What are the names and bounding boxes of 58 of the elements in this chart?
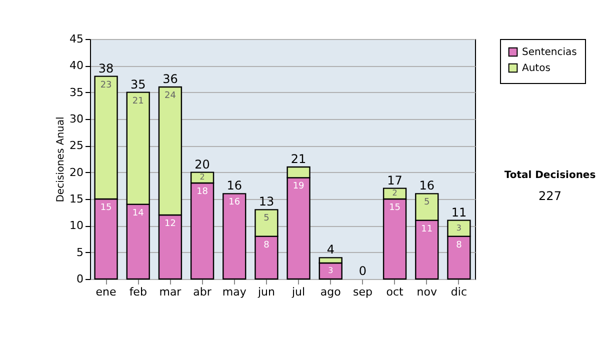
- total-label: 17: [387, 173, 402, 188]
- data-label: 23: [100, 80, 112, 90]
- data-label: 5: [264, 214, 270, 224]
- data-label: 16: [228, 198, 240, 208]
- data-label: 5: [424, 198, 430, 208]
- y-tick-label: 0: [76, 272, 84, 286]
- data-label: 14: [132, 208, 144, 218]
- data-label: 18: [196, 187, 208, 197]
- total-label: 20: [194, 157, 210, 172]
- x-tick-label: mar: [159, 286, 182, 298]
- data-label: 8: [264, 240, 270, 250]
- data-label: 19: [292, 182, 305, 192]
- y-axis-title: Decisiones Anual: [56, 116, 67, 202]
- x-tick-label: jul: [290, 286, 306, 298]
- y-tick-label: 15: [70, 192, 84, 206]
- data-label: 21: [132, 96, 144, 106]
- data-label: 3: [328, 266, 334, 275]
- total-label: 16: [226, 178, 242, 193]
- x-tick-label: abr: [193, 286, 212, 298]
- data-label: 12: [164, 219, 176, 229]
- y-tick-label: 40: [70, 59, 84, 72]
- total-label: 16: [419, 178, 435, 193]
- x-tick-label: ago: [320, 286, 342, 298]
- text: Total Decisiones: [503, 170, 597, 181]
- x-tick-label: may: [222, 286, 247, 298]
- data-label: 11: [421, 224, 433, 234]
- y-tick-label: 45: [70, 32, 84, 46]
- data-label: 3: [456, 223, 462, 232]
- x-tick-label: ene: [96, 286, 117, 298]
- total-label: 36: [162, 72, 178, 86]
- data-label: 24: [164, 91, 176, 101]
- data-label: 2: [392, 188, 398, 198]
- data-label: 15: [100, 203, 112, 213]
- x-tick-label: jun: [256, 286, 275, 298]
- data-label: 15: [389, 203, 401, 213]
- x-tick-label: feb: [129, 286, 147, 298]
- total-label: 21: [290, 152, 306, 166]
- x-tick-label: oct: [386, 286, 404, 298]
- total-label: 4: [326, 242, 334, 257]
- total-label: 0: [358, 264, 367, 278]
- y-tick-label: 10: [70, 219, 84, 232]
- y-tick-label: 25: [70, 139, 84, 152]
- x-tick-label: sep: [352, 286, 372, 298]
- y-tick-label: 35: [70, 86, 84, 99]
- y-tick-label: 20: [70, 166, 84, 179]
- x-tick-label: dic: [450, 286, 468, 298]
- y-tick-label: 5: [76, 246, 84, 259]
- legend-label: Autos: [522, 63, 550, 74]
- text: 227: [538, 189, 562, 203]
- data-label: 2: [200, 172, 205, 182]
- total-label: 35: [130, 77, 146, 92]
- legend-label: Sentencias: [522, 47, 577, 58]
- data-label: 8: [456, 240, 462, 250]
- x-tick-label: nov: [416, 286, 438, 298]
- total-label: 13: [258, 194, 274, 209]
- y-tick-label: 30: [70, 112, 84, 126]
- total-label: 38: [98, 61, 114, 76]
- total-label: 11: [451, 205, 467, 220]
